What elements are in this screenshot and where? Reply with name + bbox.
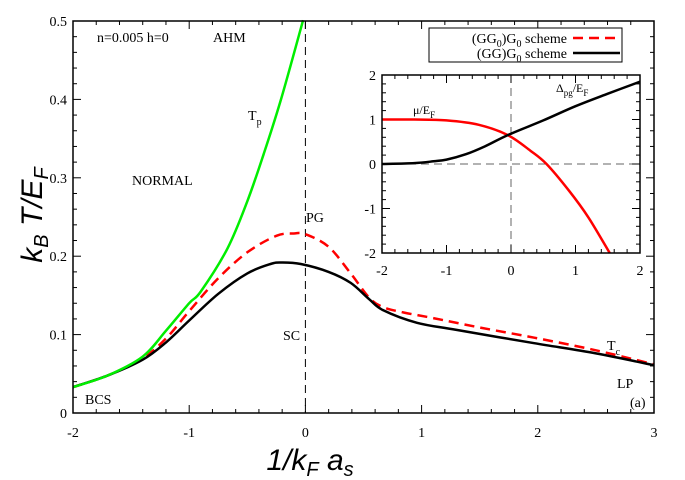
inset-x-tick-label: -1 (441, 264, 453, 279)
inset-x-tick-label: -2 (376, 264, 388, 279)
inset-plot-frame (381, 74, 641, 254)
main-series-line-1 (72, 261, 655, 389)
main-x-tick-label: -2 (67, 426, 79, 441)
main-series-line-2 (72, 19, 305, 389)
main-y-tick-label: 0.1 (50, 329, 68, 344)
inset-x-tick-label: 2 (637, 264, 644, 279)
main-x-tick-label: 0 (302, 426, 309, 441)
inset-y-tick-label: 2 (369, 69, 376, 84)
main-y-tick-label: 0 (60, 407, 67, 422)
main-x-tick-label: 3 (651, 426, 658, 441)
main-x-tick-label: -1 (183, 426, 195, 441)
panel-label: (a) (630, 396, 646, 411)
inset-y-tick-label: -2 (364, 247, 376, 262)
main-y-tick-label: 0.4 (50, 93, 68, 108)
inset-delta-label: Δpg/EF (556, 81, 588, 98)
normal-label: NORMAL (132, 174, 193, 189)
legend: (GG0)G0 scheme (GG)G0 scheme (428, 27, 623, 65)
main-y-tick-label: 0.5 (50, 15, 68, 30)
sc-label: SC (283, 329, 300, 344)
inset-series-line-0 (381, 118, 611, 254)
x-axis-label: 1/kF as (266, 444, 353, 480)
bcs-label: BCS (85, 393, 111, 408)
y-axis-label: kB T/EF (16, 165, 53, 262)
inset-y-tick-label: 1 (369, 114, 376, 129)
main-plot-frame (72, 20, 655, 414)
inset-x-tick-label: 1 (572, 264, 579, 279)
inset-series-line-1 (381, 80, 641, 166)
inset-y-tick-label: 0 (369, 158, 376, 173)
tp-label: Tp (248, 109, 262, 128)
pg-label: PG (306, 211, 324, 226)
legend-entry-gg0g0: (GG0)G0 scheme (472, 32, 567, 50)
annotations: n=0.005 h=0 AHM NORMAL Tp PG SC Tc LP BC… (85, 31, 646, 411)
main-x-tick-label: 1 (418, 426, 425, 441)
model-label: AHM (213, 31, 246, 46)
main-y-tick-label: 0.3 (50, 172, 68, 187)
lp-label: LP (617, 377, 634, 392)
inset-mu-label: μ/EF (413, 103, 435, 120)
inset-y-tick-label: -1 (364, 203, 376, 218)
main-x-tick-label: 2 (534, 426, 541, 441)
tc-label: Tc (607, 339, 621, 358)
params-label: n=0.005 h=0 (97, 31, 169, 46)
legend-entry-ggg0: (GG)G0 scheme (477, 47, 567, 65)
inset-x-tick-label: 0 (508, 264, 515, 279)
main-y-tick-label: 0.2 (50, 250, 68, 265)
